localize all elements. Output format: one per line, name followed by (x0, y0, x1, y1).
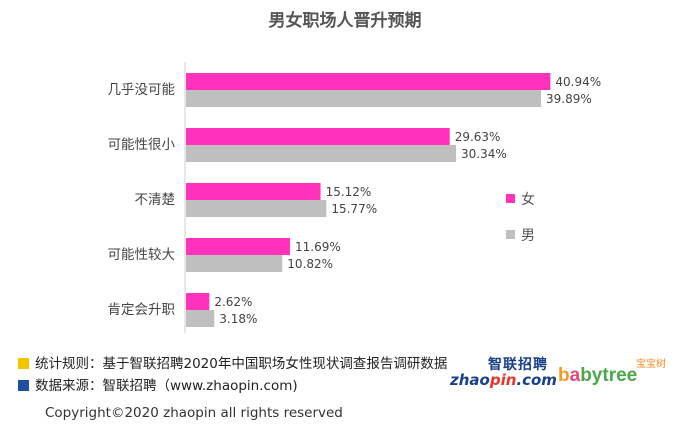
zhaopin-logo-com: .com (516, 371, 557, 389)
legend-item-male: 男 (506, 225, 535, 245)
bar-female (186, 183, 321, 200)
value-label: 15.77% (331, 202, 377, 216)
legend-label-female: 女 (521, 192, 535, 208)
bars (186, 73, 550, 327)
bar-female (186, 293, 209, 310)
bar-male (186, 145, 456, 162)
zhaopin-logo-pin: pin (490, 371, 517, 389)
value-label: 3.18% (219, 312, 257, 326)
bar-male (186, 255, 282, 272)
category-label: 几乎没可能 (108, 82, 176, 98)
legend-label-male: 男 (521, 228, 535, 244)
babytree-logo-a: a (570, 365, 581, 386)
note-source-label: 数据来源： (35, 378, 103, 394)
bar-female (186, 238, 290, 255)
zhaopin-logo-zhao: zhao (450, 371, 490, 389)
value-label: 15.12% (326, 185, 372, 199)
note-source-text: 智联招聘（www.zhaopin.com) (103, 378, 298, 394)
babytree-logo-en: babytree (558, 365, 637, 387)
value-label: 29.63% (455, 130, 501, 144)
bar-male (186, 200, 326, 217)
category-label: 不清楚 (135, 192, 176, 208)
category-label: 肯定会升职 (108, 302, 176, 318)
copyright-text: Copyright©2020 zhaopin all rights reserv… (45, 405, 343, 421)
note-rule-marker (18, 358, 29, 369)
value-label: 40.94% (555, 75, 601, 89)
babytree-logo-b: b (558, 365, 570, 386)
zhaopin-logo-en: zhaopin.com (450, 371, 557, 389)
legend-swatch-male (506, 230, 515, 239)
legend-item-female: 女 (506, 189, 535, 209)
bar-female (186, 128, 450, 145)
babytree-logo-cn: 宝宝树 (636, 355, 666, 370)
category-label: 可能性较大 (108, 247, 176, 263)
bar-male (186, 310, 214, 327)
legend-swatch-female (506, 194, 515, 203)
footnotes: 统计规则：基于智联招聘2020年中国职场女性现状调查报告调研数据 数据来源：智联… (18, 353, 447, 397)
bar-female (186, 73, 550, 90)
babytree-logo: 宝宝树 babytree (556, 355, 686, 393)
babytree-logo-rest: bytree (580, 365, 637, 386)
zhaopin-logo: 智联招聘 zhaopin.com (448, 354, 552, 390)
note-rule-text: 基于智联招聘2020年中国职场女性现状调查报告调研数据 (103, 356, 448, 372)
note-source: 数据来源：智联招聘（www.zhaopin.com) (18, 375, 447, 397)
value-label: 11.69% (295, 240, 341, 254)
category-label: 可能性很小 (108, 137, 176, 153)
bar-male (186, 90, 541, 107)
value-label: 39.89% (546, 92, 592, 106)
note-source-marker (18, 380, 29, 391)
value-label: 2.62% (214, 295, 252, 309)
note-rule: 统计规则：基于智联招聘2020年中国职场女性现状调查报告调研数据 (18, 353, 447, 375)
note-rule-label: 统计规则： (35, 356, 103, 372)
value-label: 30.34% (461, 147, 507, 161)
value-label: 10.82% (287, 257, 333, 271)
